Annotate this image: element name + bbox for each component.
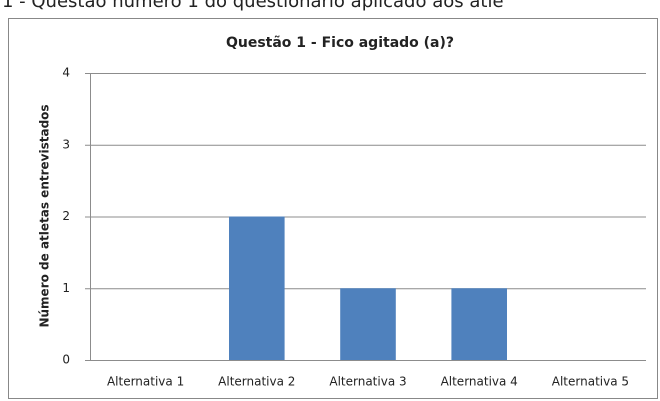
- y-axis-label: Número de atletas entrevistados: [38, 104, 52, 327]
- y-tick-label: 2: [62, 209, 70, 223]
- chart-border: [8, 18, 658, 399]
- chart-title: Questão 1 - Fico agitado (a)?: [226, 35, 454, 51]
- x-tick-label: Alternativa 4: [441, 375, 518, 389]
- y-tick-label: 0: [62, 353, 70, 367]
- x-tick-label: Alternativa 3: [329, 375, 406, 389]
- x-tick-label: Alternativa 2: [218, 375, 295, 389]
- bar: [340, 288, 396, 360]
- x-tick-label: Alternativa 5: [552, 375, 629, 389]
- y-tick-label: 4: [62, 66, 70, 80]
- x-tick-label: Alternativa 1: [107, 375, 184, 389]
- caption: 1 - Questão número 1 do questionário apl…: [2, 0, 504, 12]
- y-tick-label: 1: [62, 281, 70, 295]
- bar: [451, 288, 507, 360]
- y-tick-label: 3: [62, 137, 70, 151]
- bar: [229, 216, 285, 360]
